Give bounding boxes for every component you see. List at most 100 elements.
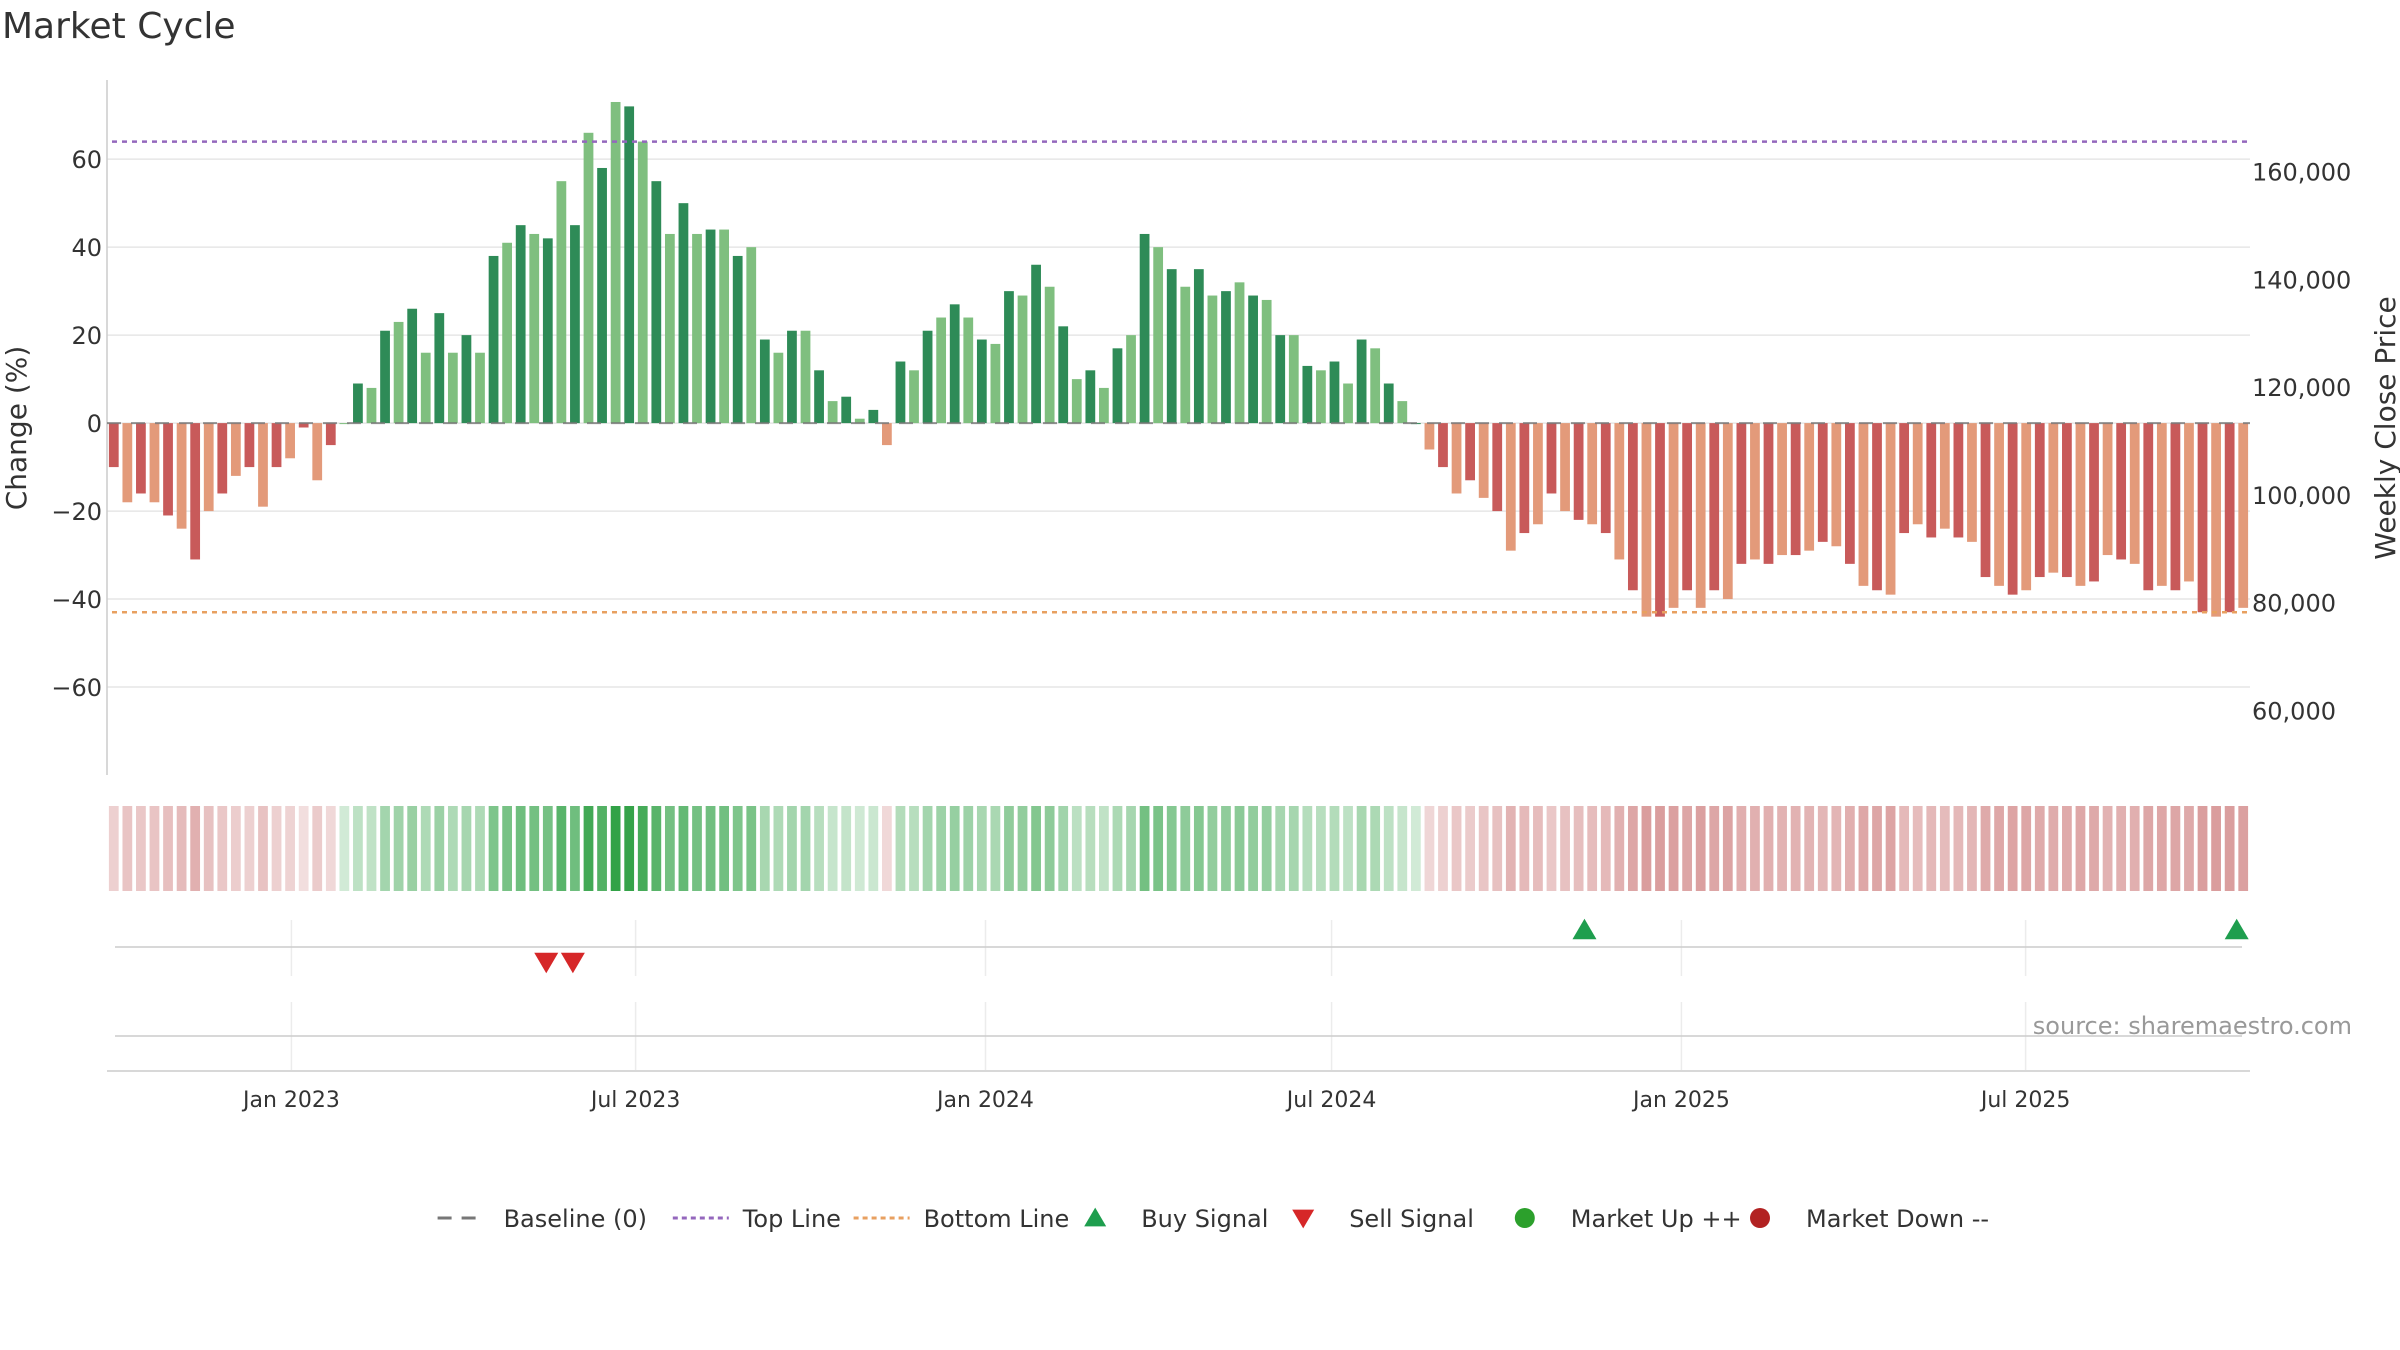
change-bar [1573,423,1584,520]
change-bar [149,423,160,503]
change-bar [339,423,350,425]
heat-cell [2184,806,2194,891]
heat-cell [1207,806,1218,891]
legend-label: Sell Signal [1349,1205,1474,1233]
heat-cell [637,806,648,891]
heat-cell [787,806,797,891]
source-annotation: source: sharemaestro.com [2033,1012,2352,1040]
change-bar [1939,423,1950,529]
change-bar [1166,269,1177,424]
change-bar [1424,423,1435,450]
change-bar [488,255,499,424]
heat-cell [990,806,1001,891]
heat-cell [1248,806,1258,891]
heat-cell [1180,806,1191,891]
heat-cell [488,806,499,891]
change-bar [1058,326,1069,424]
reference-lines [107,140,2250,614]
y-tick-label: 40 [71,234,102,262]
change-bar [637,141,648,424]
heat-cell [1560,806,1570,891]
x-tick-label: Jan 2024 [935,1088,1034,1113]
heat-cell [1139,806,1150,891]
sell-signal-marker [534,952,559,974]
change-bar [2062,423,2072,578]
signal-markers [534,918,2249,974]
change-bar [692,233,702,424]
change-bar [2075,423,2086,586]
change-bar [1967,423,1977,542]
sell-signal-marker [560,952,585,974]
heat-cell [2075,806,2086,891]
heat-cell [1804,806,1815,891]
change-bar [1953,423,1964,538]
heat-cell [190,806,201,891]
heat-cell [1872,806,1882,891]
legend-item: Market Down -- [1750,1205,1989,1233]
heat-cell [1994,806,2004,891]
change-bar [1316,370,1326,424]
heat-cell [1017,806,1028,891]
chart-title: Market Cycle [2,6,236,47]
heat-cell [2197,806,2208,891]
heat-cell [1370,806,1381,891]
heat-cell [705,806,716,891]
change-bar [1180,286,1191,424]
change-bar [217,423,228,494]
change-bar [2102,423,2113,556]
change-bar [1885,423,1896,595]
heat-cell [1763,806,1774,891]
heat-cell [882,806,892,891]
heat-cell [1071,806,1082,891]
heat-cell [1682,806,1693,891]
heat-cell [108,806,119,891]
heat-cell [827,806,838,891]
heat-cell [610,806,621,891]
change-bar [407,308,418,424]
change-bar [1356,339,1367,424]
heat-cell [176,806,187,891]
change-bar [1980,423,1991,578]
legend-symbol-triangle-down [1292,1209,1315,1229]
y2-tick-label: 60,000 [2252,697,2336,725]
heat-cell [1845,806,1855,891]
heat-cell [353,806,363,891]
y2-tick-label: 140,000 [2252,266,2351,294]
change-bar [2184,423,2194,582]
heat-cell [230,806,241,891]
change-bar [2048,423,2059,573]
heat-cell [1234,806,1245,891]
heat-cell [854,806,865,891]
change-bar [298,423,309,428]
legend-item: Market Up ++ [1514,1205,1742,1233]
legend-label: Market Up ++ [1571,1205,1742,1233]
heat-cell [447,806,458,891]
change-bar [1695,423,1706,608]
heat-cell [1478,806,1489,891]
change-bar [2156,423,2167,586]
heat-cell [2156,806,2167,891]
y-tick-label: −40 [51,586,102,614]
heat-cell [1817,806,1828,891]
heat-cell [1383,806,1394,891]
heat-cell [1831,806,1842,891]
heat-cell [244,806,255,891]
change-bar [1668,423,1679,608]
heat-cell [1316,806,1326,891]
heat-cell [1912,806,1923,891]
change-bar [1587,423,1598,525]
change-bar [909,370,919,424]
change-bar [1044,286,1055,424]
heat-cell [1410,806,1421,891]
change-bar [380,330,390,424]
change-bar [1492,423,1503,512]
change-bar [1329,361,1340,424]
change-bar [1383,383,1394,424]
change-bar [1465,423,1475,481]
change-bar [1627,423,1638,591]
change-bar [1139,233,1150,424]
change-bar [1560,423,1570,512]
heat-cell [814,806,824,891]
change-bar [1126,335,1136,424]
change-bar [434,313,445,424]
